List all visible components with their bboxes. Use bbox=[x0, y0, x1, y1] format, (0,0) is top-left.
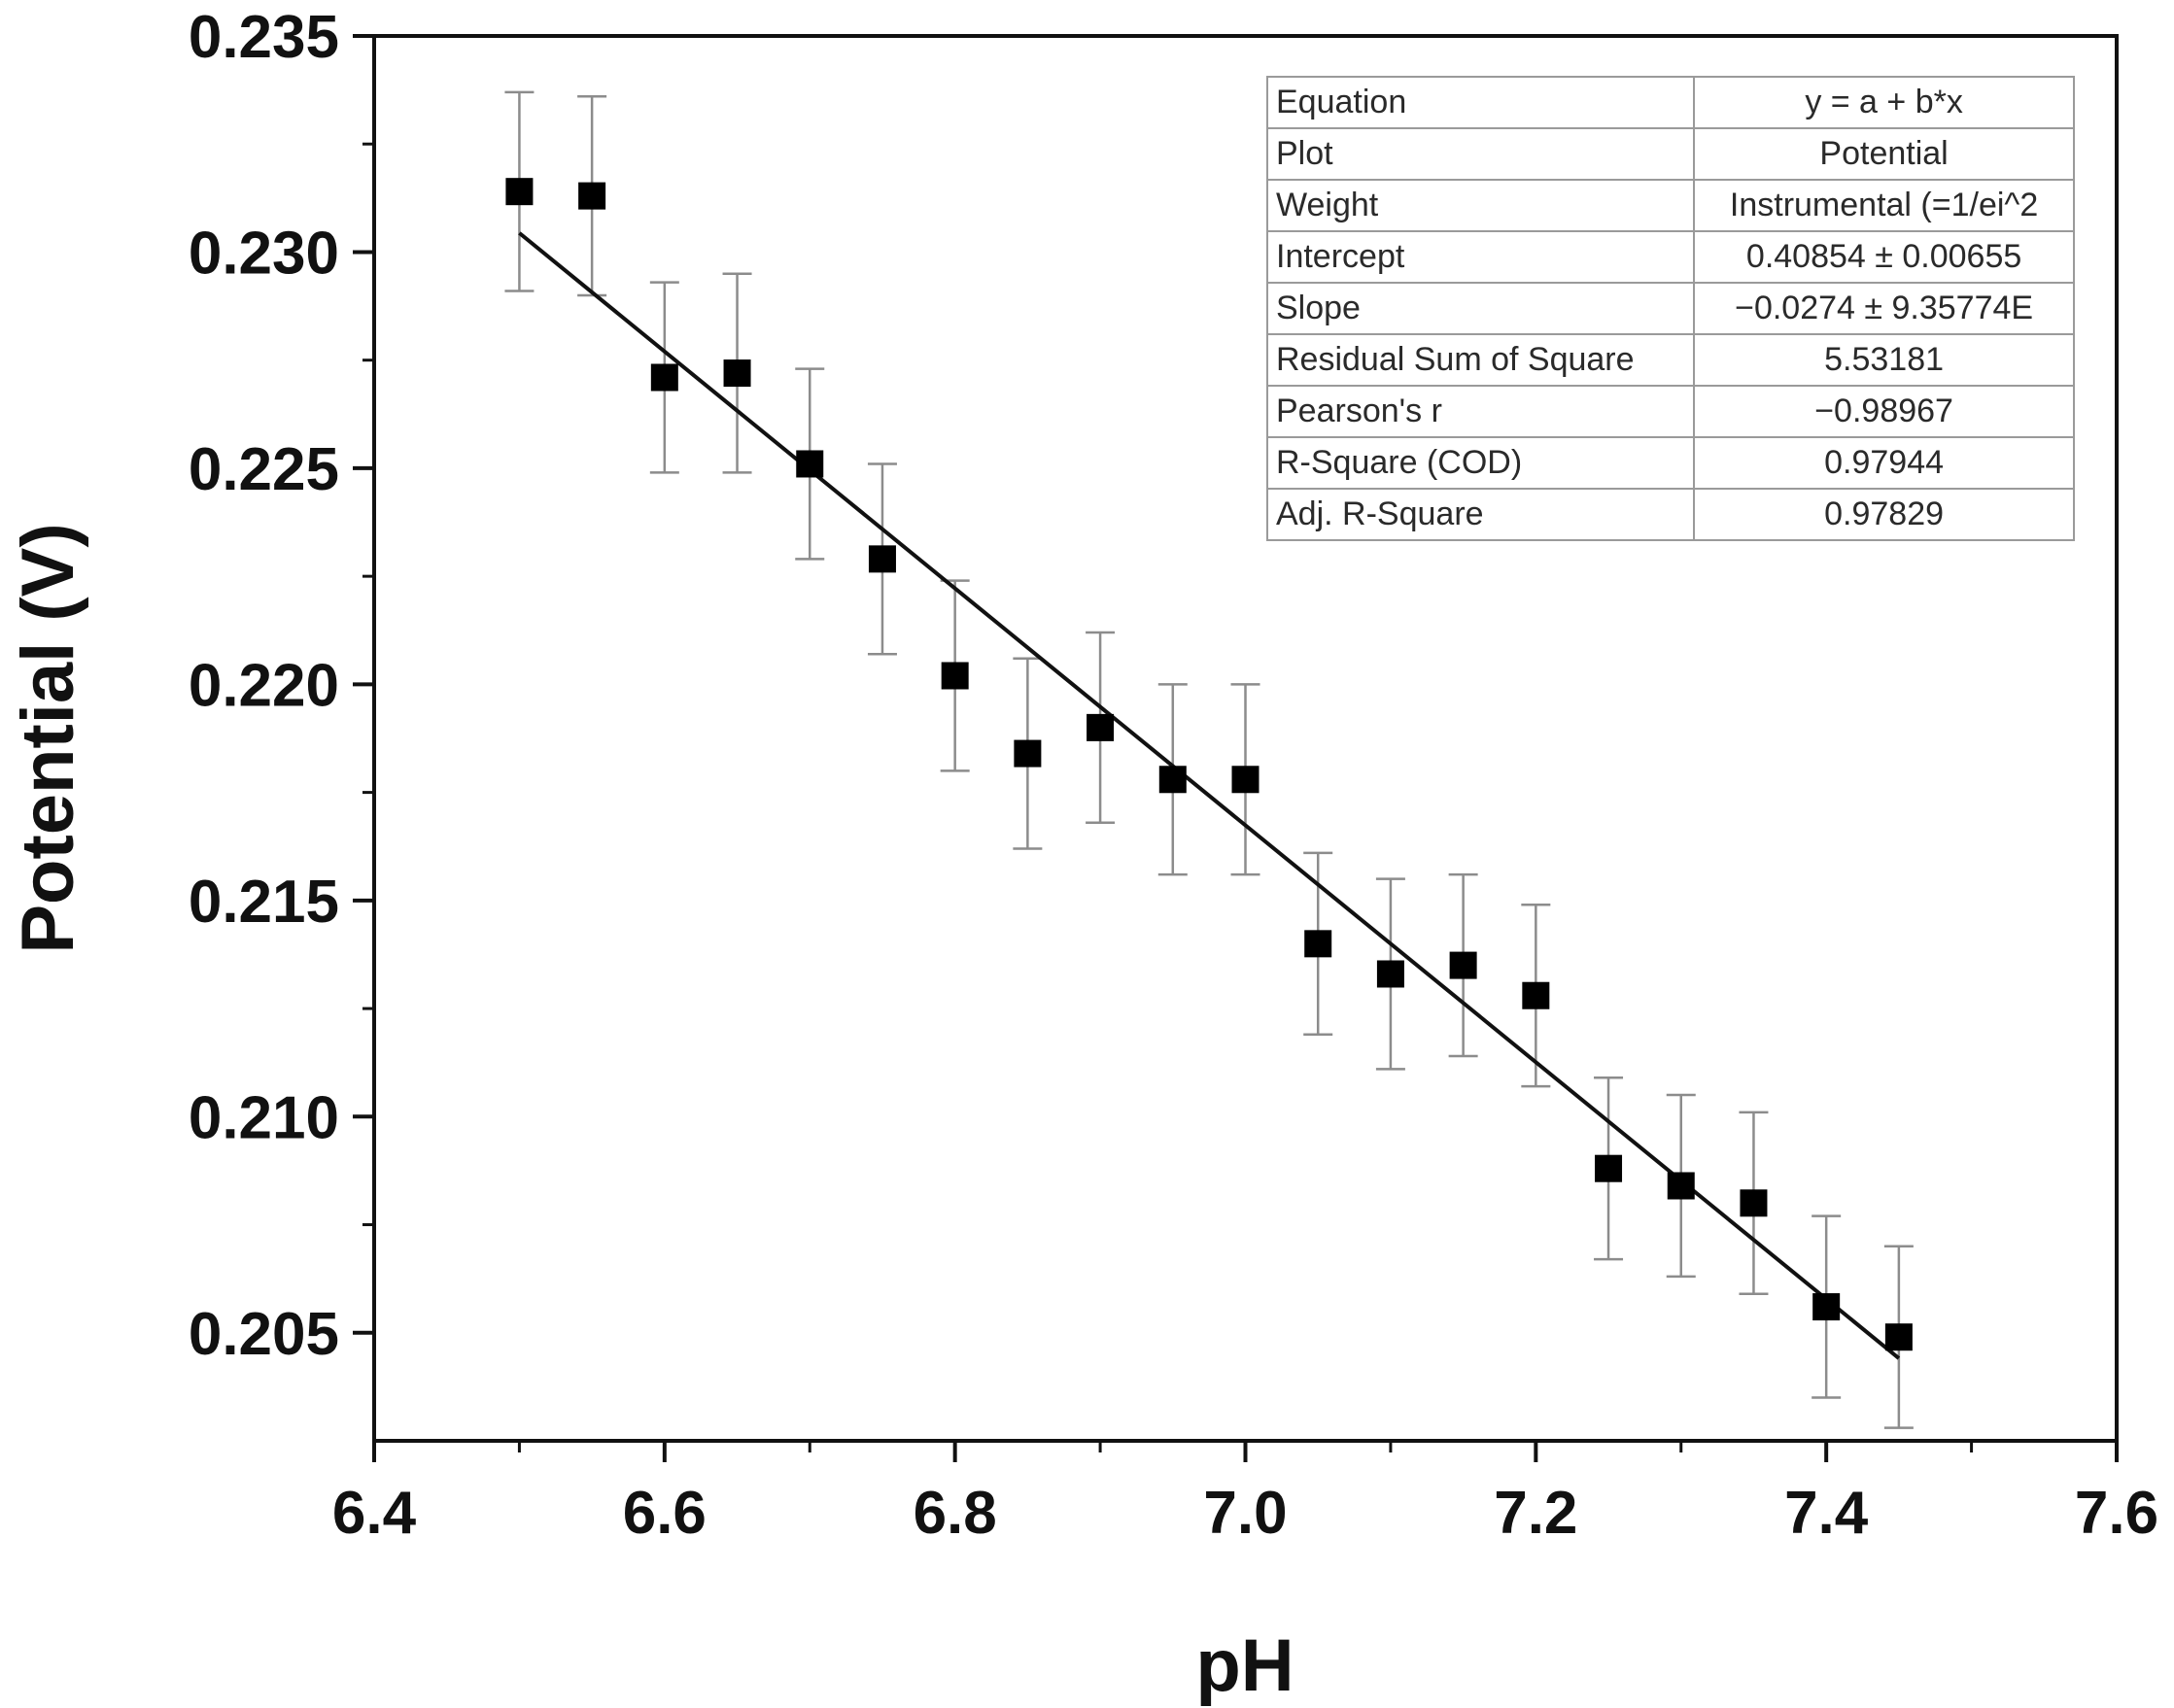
stats-row: Weight Instrumental (=1/ei^2 bbox=[1265, 179, 2075, 232]
data-point bbox=[796, 450, 824, 478]
data-point bbox=[723, 359, 751, 388]
x-tick-label: 7.0 bbox=[1203, 1480, 1287, 1547]
stats-label: Residual Sum of Square bbox=[1265, 333, 1696, 387]
data-point bbox=[1884, 1323, 1913, 1351]
y-tick-label: 0.235 bbox=[189, 4, 339, 71]
stats-value: y = a + b*x bbox=[1693, 76, 2075, 129]
stats-row: Pearson's r −0.98967 bbox=[1265, 385, 2075, 438]
data-point bbox=[1667, 1172, 1695, 1200]
data-point bbox=[1449, 951, 1477, 979]
stats-label: Weight bbox=[1265, 179, 1696, 232]
data-point bbox=[1812, 1293, 1841, 1321]
stats-value: 5.53181 bbox=[1693, 333, 2075, 387]
data-point bbox=[1304, 930, 1332, 958]
stats-value: 0.40854 ± 0.00655 bbox=[1693, 230, 2075, 284]
points bbox=[505, 178, 1913, 1351]
data-point bbox=[1595, 1154, 1623, 1182]
data-point bbox=[1014, 739, 1042, 768]
stats-value: 0.97944 bbox=[1693, 436, 2075, 490]
stats-row: Intercept 0.40854 ± 0.00655 bbox=[1265, 230, 2075, 284]
data-point bbox=[1740, 1189, 1768, 1217]
y-tick-label: 0.230 bbox=[189, 220, 339, 287]
data-point bbox=[1522, 981, 1550, 1009]
stats-value: 0.97829 bbox=[1693, 488, 2075, 541]
stats-label: Adj. R-Square bbox=[1265, 488, 1696, 541]
x-tick-label: 6.6 bbox=[623, 1480, 707, 1547]
stats-value: −0.0274 ± 9.35774E bbox=[1693, 282, 2075, 335]
error-bars bbox=[504, 90, 1914, 1429]
data-point bbox=[578, 182, 606, 210]
data-point bbox=[505, 178, 534, 206]
stats-value: Potential bbox=[1693, 127, 2075, 181]
y-tick-label: 0.210 bbox=[189, 1084, 339, 1151]
data-point bbox=[868, 545, 896, 573]
stats-label: Slope bbox=[1265, 282, 1696, 335]
stats-row: Plot Potential bbox=[1265, 127, 2075, 181]
stats-row: Adj. R-Square 0.97829 bbox=[1265, 488, 2075, 541]
data-point bbox=[1231, 766, 1260, 794]
y-axis-title: Potential (V) bbox=[7, 523, 89, 953]
x-tick-label: 7.6 bbox=[2075, 1480, 2158, 1547]
fit-line bbox=[518, 231, 1901, 1360]
stats-value: −0.98967 bbox=[1693, 385, 2075, 438]
y-tick-label: 0.225 bbox=[189, 436, 339, 503]
stats-row: Residual Sum of Square 5.53181 bbox=[1265, 333, 2075, 387]
x-tick-label: 7.4 bbox=[1784, 1480, 1869, 1547]
y-ticks: 0.205 0.210 0.215 0.220 0.225 0.230 0.235 bbox=[189, 4, 374, 1368]
stats-label: Plot bbox=[1265, 127, 1696, 181]
y-tick-label: 0.220 bbox=[189, 652, 339, 719]
fit-line-path bbox=[518, 231, 1901, 1360]
x-tick-label: 6.4 bbox=[332, 1480, 417, 1547]
stats-row: Equation y = a + b*x bbox=[1265, 76, 2075, 129]
stats-row: R-Square (COD) 0.97944 bbox=[1265, 436, 2075, 490]
data-point bbox=[1376, 960, 1404, 988]
stats-label: Pearson's r bbox=[1265, 385, 1696, 438]
stats-label: Intercept bbox=[1265, 230, 1696, 284]
stats-value: Instrumental (=1/ei^2 bbox=[1693, 179, 2075, 232]
data-point bbox=[650, 363, 678, 392]
y-tick-label: 0.215 bbox=[189, 869, 339, 936]
x-ticks: 6.4 6.6 6.8 7.0 7.2 7.4 7.6 bbox=[332, 1441, 2158, 1547]
data-point bbox=[1087, 713, 1115, 741]
plot-frame bbox=[372, 34, 2119, 1443]
y-tick-label: 0.205 bbox=[189, 1301, 339, 1368]
x-tick-label: 7.2 bbox=[1494, 1480, 1577, 1547]
fit-statistics-table: Equation y = a + b*x Plot Potential Weight In… bbox=[1265, 76, 2075, 541]
data-point bbox=[941, 662, 969, 690]
x-axis-title: pH bbox=[1195, 1624, 1294, 1707]
stats-label: Equation bbox=[1265, 76, 1696, 129]
x-tick-label: 6.8 bbox=[914, 1480, 997, 1547]
data-point bbox=[1158, 766, 1187, 794]
stats-row: Slope −0.0274 ± 9.35774E bbox=[1265, 282, 2075, 335]
stats-label: R-Square (COD) bbox=[1265, 436, 1696, 490]
